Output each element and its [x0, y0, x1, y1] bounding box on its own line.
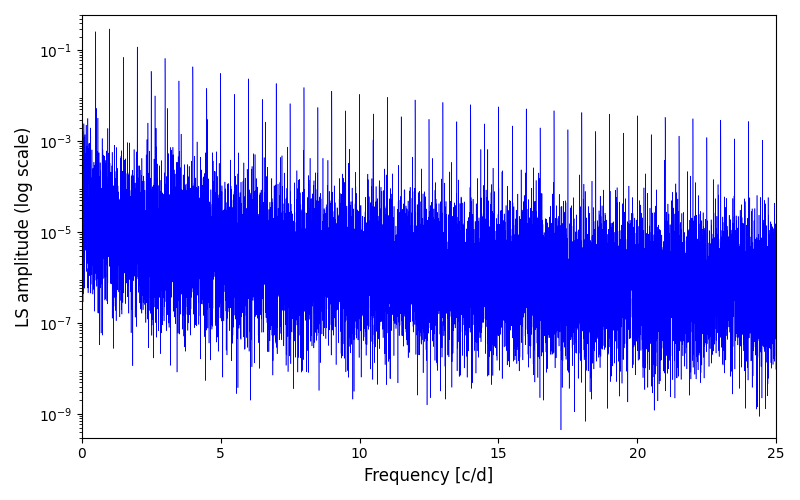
X-axis label: Frequency [c/d]: Frequency [c/d]: [364, 467, 494, 485]
Y-axis label: LS amplitude (log scale): LS amplitude (log scale): [15, 126, 33, 326]
